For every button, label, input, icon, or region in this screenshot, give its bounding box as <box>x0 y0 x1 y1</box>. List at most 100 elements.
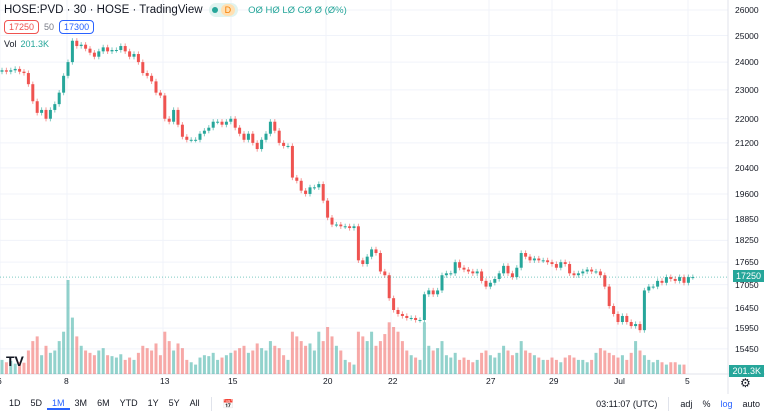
candle-body <box>414 317 418 320</box>
candle-body <box>154 81 158 93</box>
price-tick: 22000 <box>735 113 759 124</box>
candle-body <box>9 70 13 72</box>
divider <box>668 397 670 411</box>
auto-toggle[interactable]: auto <box>742 399 760 409</box>
volume-bar <box>546 359 550 374</box>
buy-button[interactable]: 17300 <box>59 20 95 34</box>
volume-bar <box>524 350 528 374</box>
volume-bar <box>264 350 268 374</box>
candle-body <box>114 50 118 52</box>
volume-value: 201.3K <box>20 39 50 49</box>
price-chart[interactable]: TV <box>0 0 765 394</box>
range-1d[interactable]: 1D <box>9 398 21 408</box>
candle-body <box>515 267 519 278</box>
candle-body <box>128 51 132 57</box>
symbol-title[interactable]: HOSE:PVD · 30 · HOSE · TradingView <box>4 4 203 16</box>
candle-body <box>392 298 396 310</box>
candle-body <box>264 133 268 140</box>
range-3m[interactable]: 3M <box>74 398 88 408</box>
volume-bar <box>506 350 510 374</box>
volume-bar <box>493 357 497 374</box>
volume-bar <box>660 362 664 374</box>
candle-body <box>356 226 360 261</box>
market-status-badge[interactable]: D <box>208 3 239 17</box>
candle-body <box>343 226 347 228</box>
candle-body <box>400 313 404 316</box>
volume-bar <box>431 350 435 374</box>
volume-bar <box>471 362 475 374</box>
volume-bar <box>664 364 668 374</box>
range-ytd[interactable]: YTD <box>119 398 138 408</box>
time-tick: 22 <box>388 376 398 386</box>
volume-bar <box>581 359 585 374</box>
volume-bar <box>286 359 290 374</box>
adj-toggle[interactable]: adj <box>680 399 693 409</box>
candle-body <box>141 62 145 74</box>
candle-body <box>194 139 198 141</box>
candle-body <box>255 142 259 150</box>
candle-body <box>224 121 228 125</box>
volume-bar <box>154 343 158 374</box>
volume-bar <box>101 348 105 374</box>
candle-body <box>378 253 382 272</box>
candle-body <box>282 142 286 146</box>
volume-bar <box>123 359 127 374</box>
volume-bar <box>405 350 409 374</box>
settings-gear-icon[interactable]: ⚙ <box>740 376 751 390</box>
range-5d[interactable]: 5D <box>30 398 43 408</box>
candle-body <box>251 133 255 143</box>
candle-body <box>642 290 646 331</box>
range-5y[interactable]: 5Y <box>168 398 180 408</box>
volume-bar <box>194 364 198 374</box>
time-tick: 15 <box>228 376 238 386</box>
price-tick: 18850 <box>735 214 759 225</box>
candle-body <box>686 277 690 283</box>
candle-body <box>418 319 422 321</box>
clock[interactable]: 03:11:07 (UTC) <box>596 399 658 409</box>
candle-body <box>198 133 202 140</box>
volume-bar <box>427 345 431 374</box>
volume-bar <box>246 352 250 374</box>
candle-body <box>585 269 589 272</box>
percent-toggle[interactable]: % <box>702 399 711 409</box>
candle-body <box>132 54 136 57</box>
range-1y[interactable]: 1Y <box>147 398 159 408</box>
candle-body <box>150 75 154 82</box>
candle-body <box>387 275 391 299</box>
candle-body <box>502 265 506 274</box>
sell-button[interactable]: 17250 <box>4 20 40 34</box>
volume-bar <box>484 350 488 374</box>
candle-body <box>326 200 330 218</box>
candle-body <box>317 184 321 188</box>
volume-bar <box>334 345 338 374</box>
volume-bar <box>572 357 576 374</box>
log-toggle[interactable]: log <box>720 399 733 409</box>
candle-body <box>436 290 440 295</box>
volume-bar <box>458 359 462 374</box>
candle-body <box>185 136 189 140</box>
candle-body <box>458 262 462 268</box>
volume-bar <box>114 357 118 374</box>
candle-body <box>13 68 17 71</box>
time-tick: 5 <box>685 376 690 386</box>
volume-bar <box>638 350 642 374</box>
range-1m[interactable]: 1M <box>47 398 70 410</box>
candle-body <box>440 275 444 291</box>
volume-bar <box>185 359 189 374</box>
volume-bar <box>304 345 308 374</box>
range-6m[interactable]: 6M <box>97 398 110 408</box>
time-tick: 6 <box>0 376 2 386</box>
candle-body <box>488 282 492 287</box>
date-range-calendar-icon[interactable]: 📅 <box>222 398 234 409</box>
candle-body <box>229 118 233 122</box>
candle-body <box>31 84 35 102</box>
candle-body <box>453 262 457 274</box>
candle-body <box>537 258 541 261</box>
volume-bar <box>180 348 184 374</box>
candle-body <box>97 51 101 57</box>
candle-body <box>172 109 176 122</box>
range-all[interactable]: All <box>189 398 200 408</box>
candle-body <box>572 273 576 276</box>
last-price-tag: 17250 <box>732 270 764 282</box>
volume-bar <box>40 355 44 374</box>
